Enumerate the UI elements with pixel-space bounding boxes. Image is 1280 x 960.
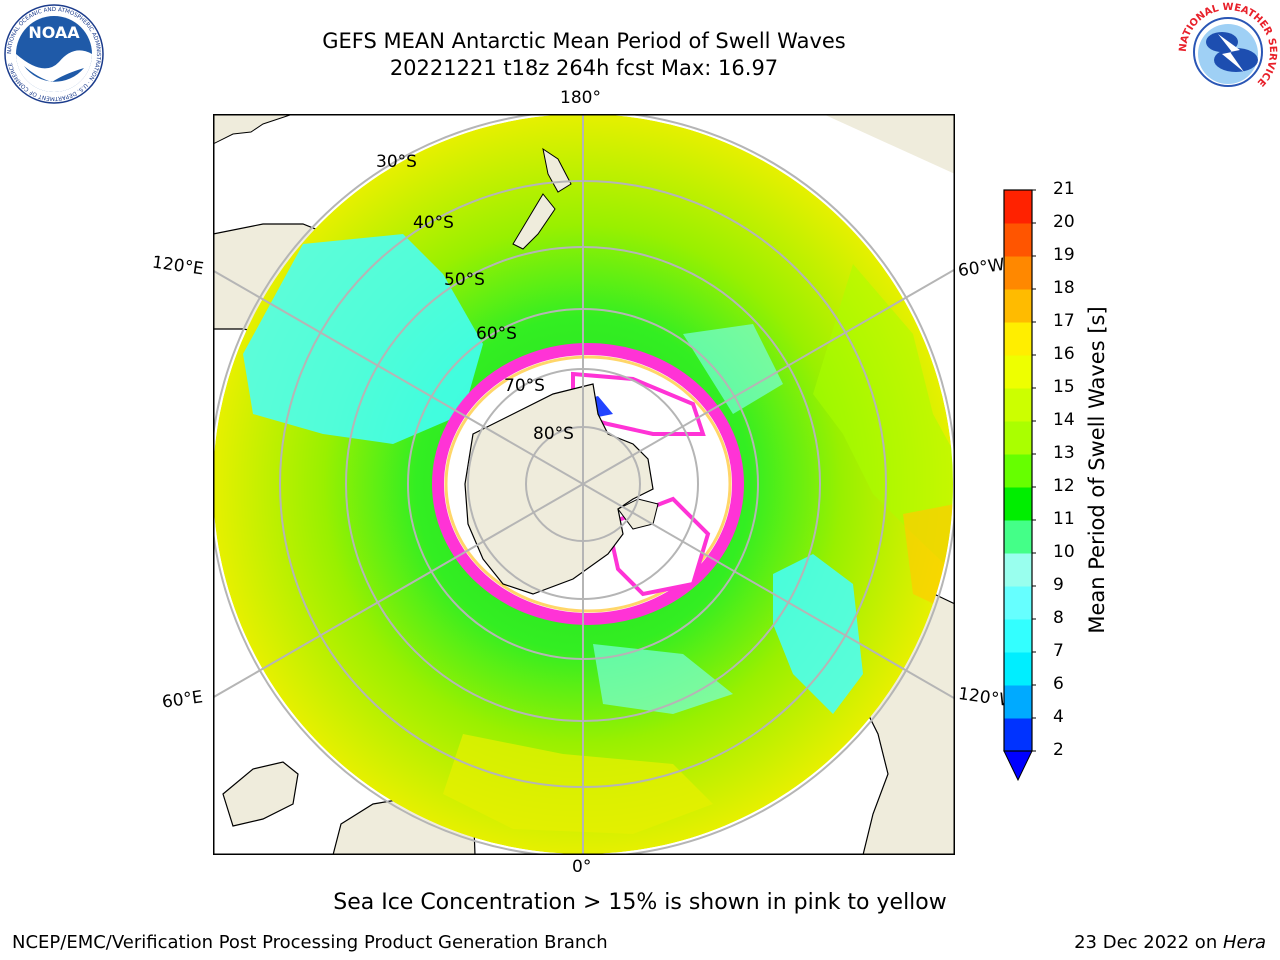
date-stamp: 23 Dec 2022 on Hera bbox=[1074, 932, 1266, 953]
lon-label-120e: 120°E bbox=[150, 252, 205, 280]
colorbar-band bbox=[1004, 322, 1032, 356]
date-text: 23 Dec 2022 on bbox=[1074, 932, 1223, 953]
antarctica-land bbox=[464, 383, 654, 595]
new-zealand-land bbox=[512, 147, 572, 250]
colorbar-band bbox=[1004, 718, 1032, 752]
low-period-ross bbox=[683, 324, 783, 414]
madagascar-land bbox=[222, 761, 299, 827]
polar-map bbox=[213, 114, 955, 855]
low-period-atlantic bbox=[593, 644, 733, 714]
noaa-logo: NOAA NATIONAL OCEANIC AND ATMOSPHERIC AD… bbox=[4, 4, 104, 104]
nws-logo: NATIONAL WEATHER SERVICE bbox=[1178, 2, 1278, 101]
colorbar-tick-label: 15 bbox=[1053, 377, 1075, 397]
colorbar-tick-label: 12 bbox=[1053, 476, 1075, 496]
south-pacific-land bbox=[823, 114, 955, 174]
colorbar-tick-label: 11 bbox=[1053, 509, 1075, 529]
lat-label-60s: 60°S bbox=[476, 324, 517, 344]
colorbar-tick-label: 18 bbox=[1053, 278, 1075, 298]
colorbar-tick-label: 10 bbox=[1053, 542, 1075, 562]
map-title: GEFS MEAN Antarctic Mean Period of Swell… bbox=[322, 29, 846, 53]
lat-label-30s: 30°S bbox=[376, 152, 417, 172]
colorbar-band bbox=[1004, 421, 1032, 455]
colorbar-tick-label: 20 bbox=[1053, 212, 1075, 232]
colorbar-tick-label: 6 bbox=[1053, 674, 1064, 694]
colorbar-band bbox=[1004, 586, 1032, 620]
lon-label-60e: 60°E bbox=[160, 687, 205, 713]
colorbar-band bbox=[1004, 223, 1032, 257]
australia-land bbox=[213, 114, 294, 145]
colorbar-tick-label: 2 bbox=[1053, 740, 1064, 760]
colorbar-tick-label: 14 bbox=[1053, 410, 1075, 430]
colorbar bbox=[1003, 189, 1036, 782]
colorbar-band bbox=[1004, 685, 1032, 719]
colorbar-band bbox=[1004, 256, 1032, 290]
colorbar-tick-label: 21 bbox=[1053, 179, 1075, 199]
colorbar-band bbox=[1004, 355, 1032, 389]
colorbar-band bbox=[1004, 388, 1032, 422]
colorbar-band bbox=[1004, 289, 1032, 323]
colorbar-band bbox=[1004, 454, 1032, 488]
colorbar-tick-label: 8 bbox=[1053, 608, 1064, 628]
system-name: Hera bbox=[1222, 932, 1266, 953]
colorbar-band bbox=[1004, 487, 1032, 521]
colorbar-band bbox=[1004, 190, 1032, 224]
colorbar-tick-label: 16 bbox=[1053, 344, 1075, 364]
low-period-drake bbox=[773, 554, 863, 714]
lat-label-70s: 70°S bbox=[504, 376, 545, 396]
lat-label-80s: 80°S bbox=[533, 424, 574, 444]
colorbar-tick-label: 17 bbox=[1053, 311, 1075, 331]
graticule bbox=[213, 114, 955, 855]
low-period-pacific bbox=[813, 264, 953, 574]
lat-label-40s: 40°S bbox=[413, 213, 454, 233]
high-period-atlantic bbox=[443, 734, 713, 834]
colorbar-band bbox=[1004, 520, 1032, 554]
colorbar-label: Mean Period of Swell Waves [s] bbox=[1085, 306, 1109, 634]
colorbar-tick-label: 7 bbox=[1053, 641, 1064, 661]
svg-text:NOAA: NOAA bbox=[28, 23, 80, 42]
colorbar-tick-label: 9 bbox=[1053, 575, 1064, 595]
lon-label-0: 0° bbox=[572, 857, 592, 877]
colorbar-tick-label: 4 bbox=[1053, 707, 1064, 727]
map-frame bbox=[213, 114, 955, 855]
colorbar-tick-label: 19 bbox=[1053, 245, 1075, 265]
colorbar-tick-label: 13 bbox=[1053, 443, 1075, 463]
lon-label-120w: 60°W bbox=[956, 254, 1007, 282]
lat-label-50s: 50°S bbox=[444, 270, 485, 290]
lon-label-180: 180° bbox=[560, 88, 601, 108]
colorbar-band bbox=[1004, 553, 1032, 587]
colorbar-band bbox=[1004, 619, 1032, 653]
colorbar-band bbox=[1004, 652, 1032, 686]
map-subtitle: 20221221 t18z 264h fcst Max: 16.97 bbox=[389, 56, 779, 80]
sea-ice-note: Sea Ice Concentration > 15% is shown in … bbox=[333, 890, 947, 915]
credit-text: NCEP/EMC/Verification Post Processing Pr… bbox=[12, 932, 608, 953]
